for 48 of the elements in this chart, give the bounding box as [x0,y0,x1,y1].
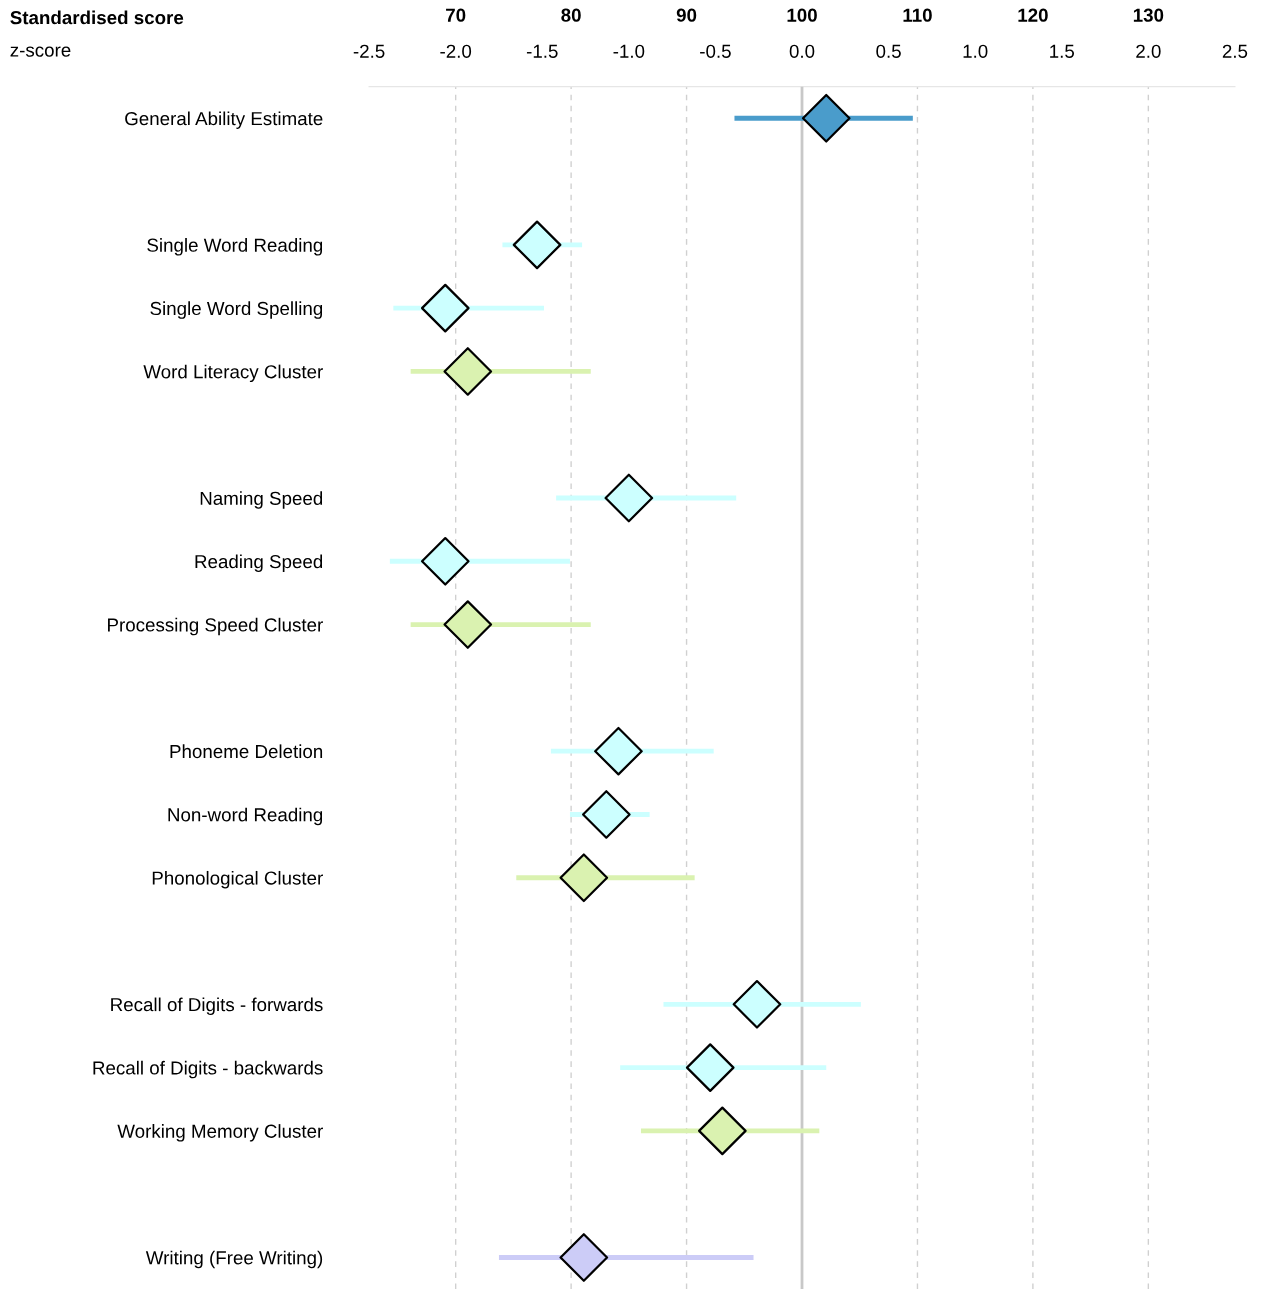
x2-tick-label: 80 [561,8,581,22]
x-tick-label: -1.5 [526,44,558,58]
point [420,283,470,333]
x2-tick-label: 90 [676,8,697,22]
x-tick-label: -2.0 [440,44,472,58]
x2-tick-label: 100 [787,8,817,22]
y-tick-label: General Ability Estimate [125,111,323,129]
x-tick-label: 2.0 [1136,44,1161,58]
x-tick-label: -1.0 [613,44,645,58]
y-tick-label: Phoneme Deletion [170,744,323,759]
y-tick-label: Phonological Cluster [152,870,323,889]
x-tick-label: -0.5 [700,44,731,58]
y-tick-label: Recall of Digits - backwards [93,1060,323,1079]
y-tick-label: Working Memory Cluster [117,1124,323,1142]
point [512,220,562,270]
y-tick-label: Naming Speed [200,491,323,509]
y-tick-label: Recall of Digits - forwards [111,997,323,1016]
x2-tick-label: 120 [1018,8,1048,22]
point [559,853,609,903]
y-tick-label: Reading Speed [195,554,323,572]
y-tick-label: Single Word Spelling [150,301,323,319]
point [801,93,851,143]
x2-axis-title: Standardised score [10,10,184,25]
x-tick-label: 1.0 [963,44,988,58]
point [420,536,470,586]
point [732,979,782,1029]
x-tick-label: 2.5 [1222,44,1248,58]
y-tick-label: Writing (Free Writing) [145,1250,323,1269]
x-tick-label: 0.5 [876,44,901,58]
x-tick-label: -2.5 [353,44,385,58]
point [604,473,654,523]
x-tick-label: 1.5 [1050,44,1075,58]
x2-tick-label: 130 [1133,8,1164,22]
y-tick-label: Processing Speed Cluster [108,617,323,636]
y-tick-label: Word Literacy Cluster [143,364,323,383]
point [594,726,643,776]
x-tick-label: 0.0 [789,44,815,58]
y-tick-label: Single Word Reading [147,238,323,256]
point [685,1043,735,1092]
point [698,1106,747,1156]
x2-tick-label: 70 [446,8,466,22]
point [443,347,493,396]
x-axis-title: z-score [10,46,71,57]
point [559,1233,609,1282]
point [581,790,631,839]
point [443,600,493,649]
x2-tick-label: 110 [903,8,932,22]
y-tick-label: Non-word Reading [168,807,323,826]
